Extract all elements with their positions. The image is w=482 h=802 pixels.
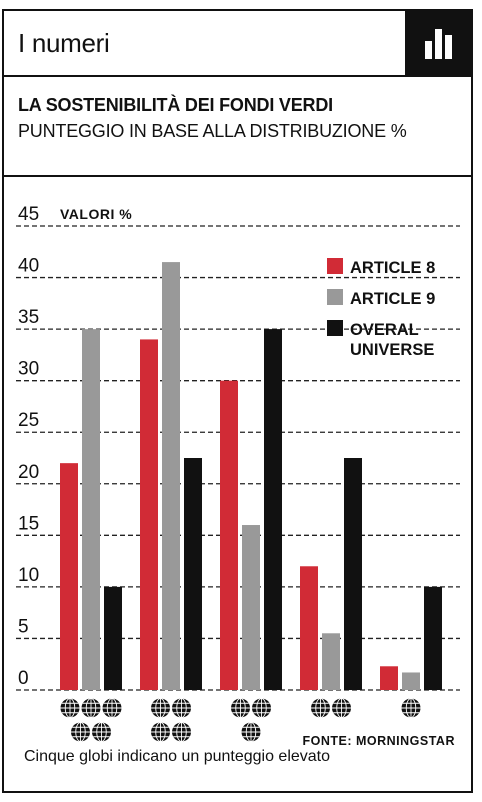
bar [380, 666, 398, 690]
globe-icon [102, 698, 122, 718]
globe-icon [241, 722, 261, 742]
y-tick-label: 35 [18, 307, 39, 328]
y-tick-label: 45 [18, 204, 39, 225]
globe-icon [252, 698, 271, 718]
globe-icon [92, 722, 111, 742]
legend-item: ARTICLE 8 [327, 258, 435, 277]
legend-swatch [327, 258, 343, 274]
y-tick-label: 15 [18, 513, 39, 534]
section-label: I numeri [18, 28, 110, 58]
y-tick-label: 5 [18, 616, 29, 637]
chart-title: LA SOSTENIBILITÀ DEI FONDI VERDI [18, 95, 333, 115]
bar-chart-icon [405, 11, 471, 75]
legend-label: OVERAL [350, 321, 419, 339]
category-globes [60, 698, 421, 742]
globe-icon [172, 722, 191, 742]
bar [162, 262, 180, 690]
bar [424, 586, 442, 690]
y-axis-label: VALORI % [60, 206, 132, 222]
bar [82, 329, 100, 690]
source-label: FONTE: MORNINGSTAR [302, 734, 455, 748]
globe-icon [151, 698, 170, 718]
bar [242, 525, 260, 690]
title-block: LA SOSTENIBILITÀ DEI FONDI VERDI PUNTEGG… [4, 77, 471, 177]
bar [60, 463, 78, 690]
legend-item: OVERAL UNIVERSE [327, 320, 434, 359]
legend-label: ARTICLE 8 [350, 259, 435, 277]
legend-swatch [327, 320, 343, 336]
bar [104, 586, 122, 690]
globe-icon [311, 698, 330, 718]
bar [264, 329, 282, 690]
globe-icon [81, 698, 101, 718]
y-tick-label: 20 [18, 462, 39, 483]
globe-icon [332, 698, 351, 718]
legend-item: ARTICLE 9 [327, 289, 435, 308]
y-axis-ticks: 0 5 10 15 20 25 30 35 40 45 [18, 204, 39, 689]
globe-icon [60, 698, 80, 718]
bars [60, 262, 442, 690]
legend-swatch [327, 289, 343, 305]
legend: ARTICLE 8 ARTICLE 9 OVERAL UNIVERSE [327, 258, 435, 359]
bar [402, 672, 420, 690]
globe-icon [151, 722, 170, 742]
footnote: Cinque globi indicano un punteggio eleva… [24, 748, 331, 765]
legend-label: UNIVERSE [350, 341, 434, 359]
bar [140, 339, 158, 690]
y-tick-label: 25 [18, 410, 39, 431]
legend-label: ARTICLE 9 [350, 290, 435, 308]
chart-subtitle: PUNTEGGIO IN BASE ALLA DISTRIBUZIONE % [18, 121, 407, 141]
bar [220, 380, 238, 690]
globe-icon [231, 698, 250, 718]
globe-icon [172, 698, 191, 718]
y-tick-label: 30 [18, 359, 39, 380]
globe-icon [71, 722, 90, 742]
bar [300, 566, 318, 690]
y-tick-label: 10 [18, 565, 39, 586]
y-tick-label: 40 [18, 256, 39, 277]
header: I numeri [4, 11, 471, 77]
y-tick-label: 0 [18, 668, 29, 689]
bar [344, 458, 362, 690]
bar [184, 458, 202, 690]
globe-icon [401, 698, 421, 718]
bar [322, 633, 340, 690]
